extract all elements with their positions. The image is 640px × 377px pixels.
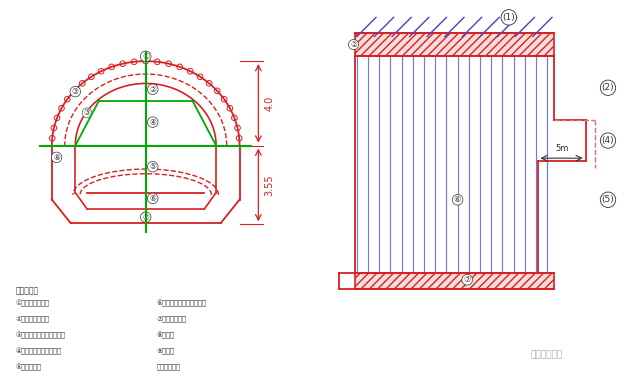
Text: ⑦: ⑦ [463,275,471,284]
Text: ⑦: ⑦ [142,213,149,222]
Text: ③: ③ [84,108,90,117]
Text: 5m: 5m [555,144,568,153]
Text: ⑥: ⑥ [149,194,156,203]
Text: ④: ④ [149,118,156,127]
Text: ⑤下台阶开挖: ⑤下台阶开挖 [15,364,42,371]
Text: ②: ② [149,85,156,94]
Text: ⑨夢克址: ⑨夢克址 [157,348,175,354]
Text: 4.0: 4.0 [264,96,274,111]
Text: ⑧仯拱址: ⑧仯拱址 [157,332,175,339]
Text: ③: ③ [72,87,79,96]
Text: 3.55: 3.55 [264,175,274,196]
Text: ⑦回套刚性支护: ⑦回套刚性支护 [157,316,187,322]
Text: (1): (1) [502,13,515,22]
Text: ①治作面前小导管: ①治作面前小导管 [15,300,49,307]
Text: 施工顺序：: 施工顺序： [15,287,38,296]
Bar [355,273,554,290]
Text: ⑤: ⑤ [149,162,156,171]
Text: ⑪模板二衬呀: ⑪模板二衬呀 [157,364,180,371]
Text: ①: ① [142,52,150,61]
Text: ⑥: ⑥ [454,195,461,204]
Text: (2): (2) [602,83,614,92]
Text: (5): (5) [602,195,614,204]
Text: ⑥下台栖档锡筋、网喷支护: ⑥下台栖档锡筋、网喷支护 [157,300,207,307]
Text: ②上台阶环形开挖: ②上台阶环形开挖 [15,316,49,322]
Text: ②: ② [350,40,357,49]
Text: 隙道施工在线: 隙道施工在线 [531,350,563,359]
Text: (4): (4) [602,136,614,145]
Text: ③上台栖档锡筋、网喷支护: ③上台栖档锡筋、网喷支护 [15,332,65,339]
Text: ④上台阶履带核心土开挖: ④上台阶履带核心土开挖 [15,348,61,355]
Bar [355,34,554,56]
Text: ⑧: ⑧ [53,153,60,162]
